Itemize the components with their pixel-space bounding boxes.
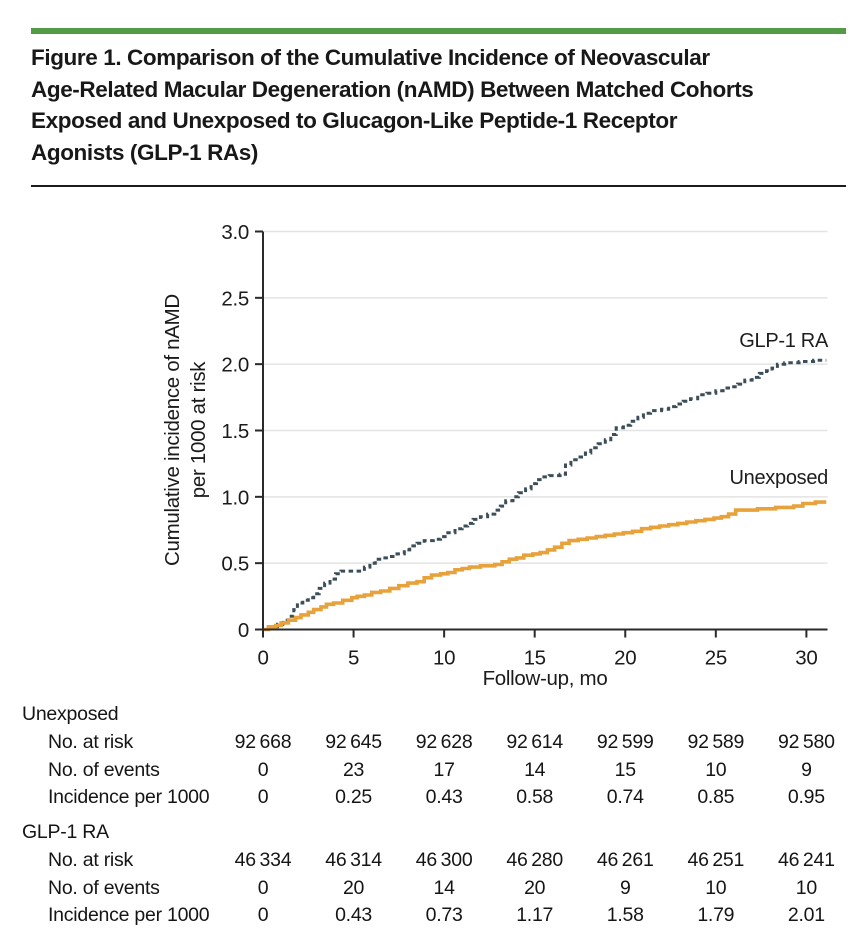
- risk-value: 0.58: [516, 786, 554, 808]
- risk-value: 9: [801, 758, 812, 781]
- risk-value: 0.73: [425, 904, 463, 926]
- risk-value: 0.43: [335, 904, 373, 926]
- x-axis-label: Follow-up, mo: [482, 667, 608, 690]
- risk-group-label: Unexposed: [22, 703, 119, 725]
- risk-value: 0.74: [606, 786, 644, 808]
- risk-value: 1.58: [606, 904, 644, 926]
- risk-value: 0.43: [425, 786, 463, 808]
- figure-title-line-2: Age-Related Macular Degeneration (nAMD) …: [31, 76, 754, 102]
- risk-row-label: No. at risk: [48, 849, 134, 871]
- risk-row-label: Incidence per 1000: [48, 904, 210, 926]
- risk-row-label: No. of events: [48, 876, 160, 899]
- figure-title-line-3: Exposed and Unexposed to Glucagon-Like P…: [31, 108, 678, 133]
- risk-group-label: GLP-1 RA: [22, 821, 109, 843]
- risk-row-label: No. at risk: [48, 731, 134, 753]
- risk-value: 46 241: [778, 849, 835, 871]
- risk-value: 2.01: [787, 904, 825, 926]
- risk-value: 92 599: [596, 731, 654, 753]
- title-divider: [31, 185, 846, 187]
- risk-value: 17: [433, 758, 455, 781]
- risk-value: 0: [257, 876, 269, 899]
- figure-title: Figure 1. Comparison of the Cumulative I…: [31, 42, 836, 168]
- risk-value: 92 645: [325, 731, 382, 753]
- risk-value: 92 668: [234, 731, 292, 753]
- risk-value: 14: [433, 876, 455, 899]
- risk-value: 14: [524, 758, 546, 781]
- risk-value: 46 280: [506, 849, 563, 871]
- risk-value: 0.85: [697, 786, 735, 808]
- risk-value: 92 614: [506, 731, 563, 753]
- risk-value: 20: [524, 876, 546, 899]
- risk-value: 15: [614, 758, 636, 781]
- risk-value: 92 580: [778, 731, 835, 753]
- risk-value: 0: [257, 904, 269, 926]
- risk-value: 92 628: [415, 731, 473, 753]
- risk-value: 46 334: [234, 849, 292, 871]
- risk-value: 10: [795, 876, 817, 899]
- risk-value: 46 300: [415, 849, 473, 871]
- figure-accent-bar: [31, 28, 846, 34]
- risk-value: 1.79: [697, 904, 735, 926]
- risk-value: 46 261: [596, 849, 654, 871]
- risk-row-label: Incidence per 1000: [48, 786, 210, 808]
- series-label-unexposed: Unexposed: [729, 467, 829, 489]
- risk-value: 1.17: [516, 904, 554, 926]
- risk-value: 23: [342, 758, 365, 781]
- risk-value: 0: [257, 786, 269, 808]
- risk-value: 10: [705, 758, 727, 781]
- figure-title-line-4: Agonists (GLP-1 RAs): [31, 139, 259, 165]
- risk-value: 92 589: [687, 731, 745, 753]
- risk-value: 0.25: [335, 786, 373, 808]
- risk-value: 20: [342, 876, 365, 899]
- risk-value: 0: [257, 758, 269, 781]
- risk-value: 0.95: [787, 786, 825, 808]
- series-label-glp1ra: GLP-1 RA: [739, 330, 828, 352]
- risk-value: 46 314: [325, 849, 382, 871]
- risk-value: 10: [705, 876, 727, 899]
- risk-value: 46 251: [687, 849, 745, 871]
- figure-title-line-1: Figure 1. Comparison of the Cumulative I…: [31, 45, 710, 70]
- risk-value: 9: [619, 876, 631, 899]
- risk-row-label: No. of events: [48, 758, 160, 781]
